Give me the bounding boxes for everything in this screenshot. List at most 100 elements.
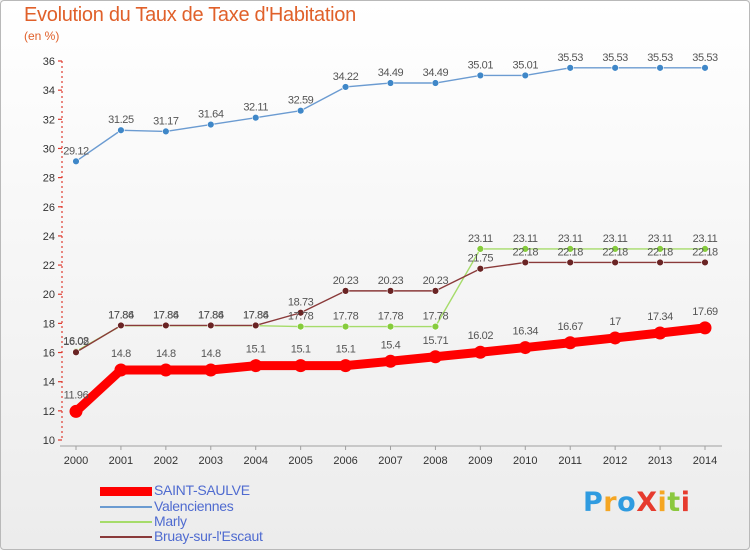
data-label: 20.23	[333, 275, 359, 287]
x-tick-label: 2014	[693, 455, 717, 467]
data-label: 15.1	[336, 344, 356, 356]
series-layer	[69, 64, 712, 418]
legend-label: Bruay-sur-l'Escaut	[154, 528, 263, 544]
x-tick-label: 2009	[468, 455, 492, 467]
data-label: 35.53	[692, 52, 718, 64]
data-label: 17.69	[692, 306, 718, 318]
logo-letter: r	[603, 487, 618, 518]
data-point	[162, 321, 170, 330]
legend-swatch	[100, 487, 152, 496]
data-point	[701, 64, 709, 72]
data-label: 17.86	[198, 309, 224, 321]
y-tick-label: 28	[43, 173, 55, 185]
data-label: 11.96	[64, 389, 89, 401]
data-point	[476, 71, 485, 80]
legend-label: Marly	[154, 513, 187, 529]
data-label: 31.17	[153, 115, 179, 127]
x-tick-label: 2011	[558, 455, 582, 467]
data-point	[521, 258, 529, 267]
proxiti-logo[interactable]: ProXiti	[583, 487, 690, 518]
data-point	[698, 321, 712, 335]
y-tick-label: 32	[43, 114, 55, 126]
legend-swatch	[100, 521, 152, 523]
logo-letter: o	[617, 487, 637, 518]
data-point	[431, 322, 440, 331]
data-point	[72, 348, 80, 356]
data-label: 34.22	[333, 71, 359, 83]
x-tick-label: 2007	[378, 455, 402, 467]
data-label: 35.01	[513, 59, 539, 71]
data-point	[114, 363, 128, 377]
data-point	[69, 404, 83, 418]
data-label: 14.8	[111, 348, 131, 360]
data-label: 16.02	[468, 330, 494, 342]
legend-item-valenciennes[interactable]: Valenciennes	[100, 498, 300, 515]
legend-item-bruay-sur-l-escaut[interactable]: Bruay-sur-l'Escaut	[100, 528, 300, 545]
x-tick-label: 2001	[109, 455, 133, 467]
logo-letter: X	[636, 487, 658, 518]
data-label: 22.18	[647, 246, 673, 258]
data-label: 23.11	[513, 233, 538, 245]
data-point	[476, 245, 485, 253]
data-point	[566, 245, 574, 253]
data-label: 15.71	[423, 335, 449, 347]
y-tick-label: 36	[43, 56, 55, 68]
x-tick-label: 2013	[648, 455, 672, 467]
logo-letter: i	[680, 487, 691, 518]
data-label: 14.8	[156, 348, 176, 360]
data-label: 17.78	[288, 311, 314, 323]
x-tick-label: 2002	[154, 455, 178, 467]
data-point	[296, 309, 305, 317]
series-valenciennes	[72, 64, 709, 165]
legend-item-marly[interactable]: Marly	[100, 513, 300, 530]
y-tick-label: 22	[43, 260, 55, 272]
logo-letter: t	[667, 487, 681, 518]
data-label: 14.8	[201, 348, 221, 360]
data-labels-layer: 29.12 31.25 31.17 31.64 32.11 32.59 34.22 34.49…	[63, 52, 718, 402]
data-label: 23.11	[693, 233, 718, 245]
data-label: 20.23	[378, 275, 404, 287]
data-label: 17.84	[243, 310, 269, 322]
data-point	[386, 287, 395, 295]
y-tick-label: 20	[43, 289, 55, 301]
y-tick-label: 26	[43, 202, 55, 214]
data-point	[611, 245, 619, 253]
data-label: 15.1	[291, 344, 311, 356]
legend-item-saint-saulve[interactable]: SAINT-SAULVE	[100, 482, 300, 499]
data-point	[207, 321, 215, 330]
data-label: 23.11	[603, 233, 628, 245]
x-tick-label: 2010	[513, 455, 537, 467]
data-label: 21.75	[468, 253, 494, 265]
data-point	[701, 245, 709, 253]
data-label: 22.18	[692, 246, 718, 258]
data-point	[656, 245, 664, 253]
data-point	[653, 326, 667, 340]
data-point	[521, 71, 529, 80]
data-label: 35.53	[647, 52, 673, 64]
data-label: 16.67	[557, 321, 583, 333]
data-point	[159, 363, 173, 377]
data-point	[252, 321, 260, 330]
data-label: 22.18	[602, 246, 628, 258]
data-point	[341, 83, 350, 91]
data-label: 23.11	[558, 233, 583, 245]
x-tick-label: 2005	[288, 455, 312, 467]
data-point	[72, 157, 80, 165]
data-point	[341, 322, 350, 331]
data-point	[117, 126, 125, 134]
y-tick-label: 18	[43, 318, 55, 330]
data-point	[611, 258, 619, 267]
data-label: 23.11	[648, 233, 673, 245]
data-point	[566, 64, 574, 72]
data-label: 17.86	[108, 309, 134, 321]
data-label: 22.18	[513, 246, 539, 258]
data-point	[384, 354, 397, 368]
data-label: 18.73	[288, 297, 314, 309]
data-point	[431, 79, 440, 87]
data-point	[296, 322, 305, 331]
data-label: 23.11	[468, 233, 493, 245]
series-bruay-sur-l-escaut	[72, 258, 709, 356]
data-label: 35.53	[557, 52, 583, 64]
data-label: 16.02	[63, 336, 89, 348]
